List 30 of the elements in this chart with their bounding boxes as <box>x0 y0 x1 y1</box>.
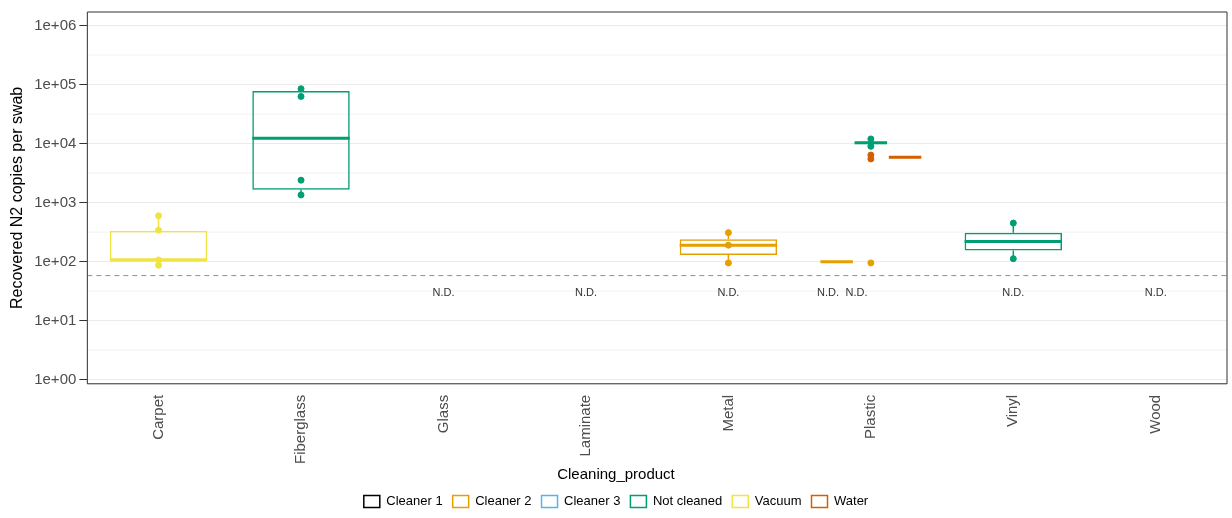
y-tick-label: 1e+06 <box>34 15 77 33</box>
legend-label: Cleaner 1 <box>386 493 443 509</box>
annotation: N.D. <box>574 285 597 298</box>
y-tick-label: 1e+05 <box>34 74 77 92</box>
y-tick-label: 1e+00 <box>34 369 77 387</box>
x-tick-label: Vinyl <box>1003 394 1021 428</box>
x-tick-label: Carpet <box>148 393 166 440</box>
annotation: N.D. <box>1144 285 1167 298</box>
annotation: N.D. <box>817 285 840 298</box>
y-tick-label: 1e+03 <box>34 192 77 210</box>
legend-label: Not cleaned <box>652 493 723 509</box>
x-tick-label: Plastic <box>860 394 878 439</box>
legend-title: Cleaning_product <box>557 464 676 482</box>
x-tick-label: Fiberglass <box>291 394 309 465</box>
legend-label: Vacuum <box>754 493 802 509</box>
annotation: N.D. <box>717 285 740 298</box>
legend-label: Water <box>834 493 869 509</box>
y-tick-label: 1e+01 <box>34 310 77 328</box>
x-tick-label: Metal <box>718 394 736 432</box>
annotation: N.D. <box>1002 285 1025 298</box>
legend-label: Cleaner 3 <box>564 493 621 509</box>
x-tick-label: Wood <box>1145 394 1163 434</box>
y-tick-label: 1e+02 <box>34 251 77 269</box>
annotation: N.D. <box>432 285 455 298</box>
x-tick-label: Glass <box>433 394 451 434</box>
x-tick-label: Laminate <box>576 394 594 457</box>
legend-label: Cleaner 2 <box>475 493 532 509</box>
y-tick-label: 1e+04 <box>34 133 77 151</box>
y-axis-title: Recovered N2 copies per swab <box>8 86 26 310</box>
annotation: N.D. <box>845 285 868 298</box>
